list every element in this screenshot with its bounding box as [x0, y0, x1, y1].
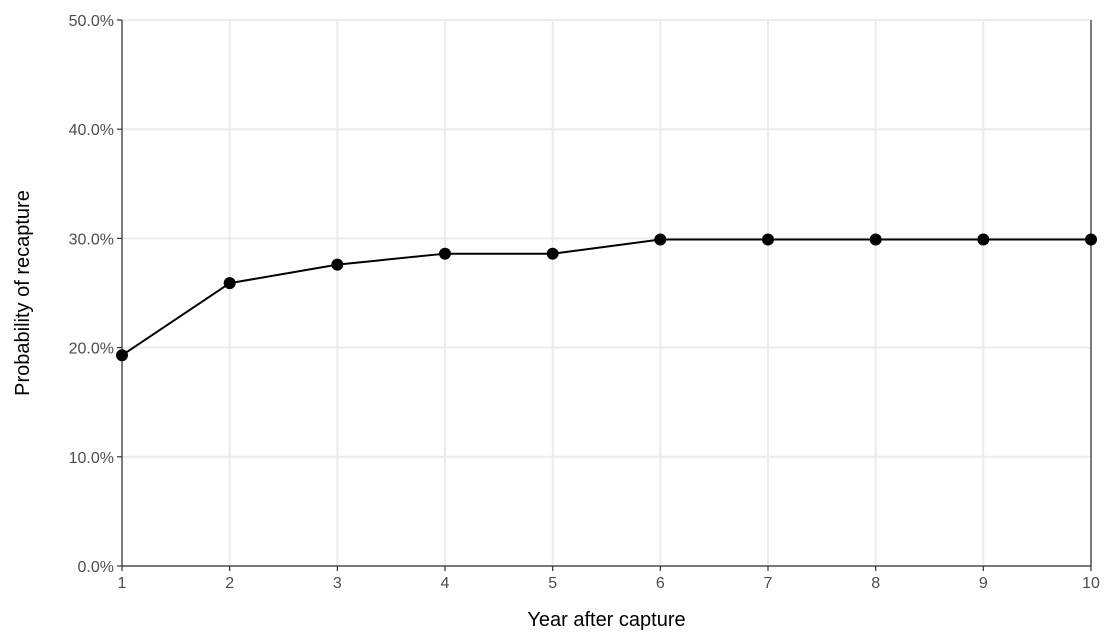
- y-axis-title: Probability of recapture: [12, 190, 34, 396]
- axis-ticks: 0.0% 10.0% 20.0% 30.0% 40.0% 50.0% 1 2 3 4 5 6 7 8 9 10: [69, 13, 1100, 592]
- y-tick-label: 20.0%: [69, 341, 114, 358]
- x-tick-label: 4: [441, 575, 450, 592]
- data-point: [977, 233, 990, 246]
- x-axis-title: Year after capture: [527, 609, 685, 631]
- data-series: [116, 233, 1097, 362]
- data-point: [331, 258, 344, 271]
- data-point: [1085, 233, 1097, 246]
- x-tick-label: 6: [656, 575, 665, 592]
- series-line: [121, 238, 1091, 357]
- x-tick-label: 3: [333, 575, 342, 592]
- data-point: [223, 277, 236, 290]
- data-point: [654, 233, 667, 246]
- x-tick-label: 2: [225, 575, 234, 592]
- y-tick-label: 0.0%: [78, 559, 114, 576]
- x-tick-label: 10: [1082, 575, 1100, 592]
- x-tick-label: 1: [118, 575, 127, 592]
- y-tick-label: 30.0%: [69, 231, 114, 248]
- x-tick-label: 8: [871, 575, 880, 592]
- x-tick-label: 5: [548, 575, 557, 592]
- y-tick-label: 40.0%: [69, 122, 114, 139]
- grid-lines: [121, 19, 1092, 567]
- data-point: [869, 233, 882, 246]
- y-tick-label: 50.0%: [69, 13, 114, 30]
- x-tick-label: 7: [764, 575, 773, 592]
- y-tick-label: 10.0%: [69, 450, 114, 467]
- data-point: [762, 233, 774, 246]
- data-point: [116, 349, 128, 362]
- axes: [121, 20, 1092, 567]
- x-tick-label: 9: [979, 575, 988, 592]
- data-point: [439, 247, 451, 260]
- data-point: [546, 247, 559, 260]
